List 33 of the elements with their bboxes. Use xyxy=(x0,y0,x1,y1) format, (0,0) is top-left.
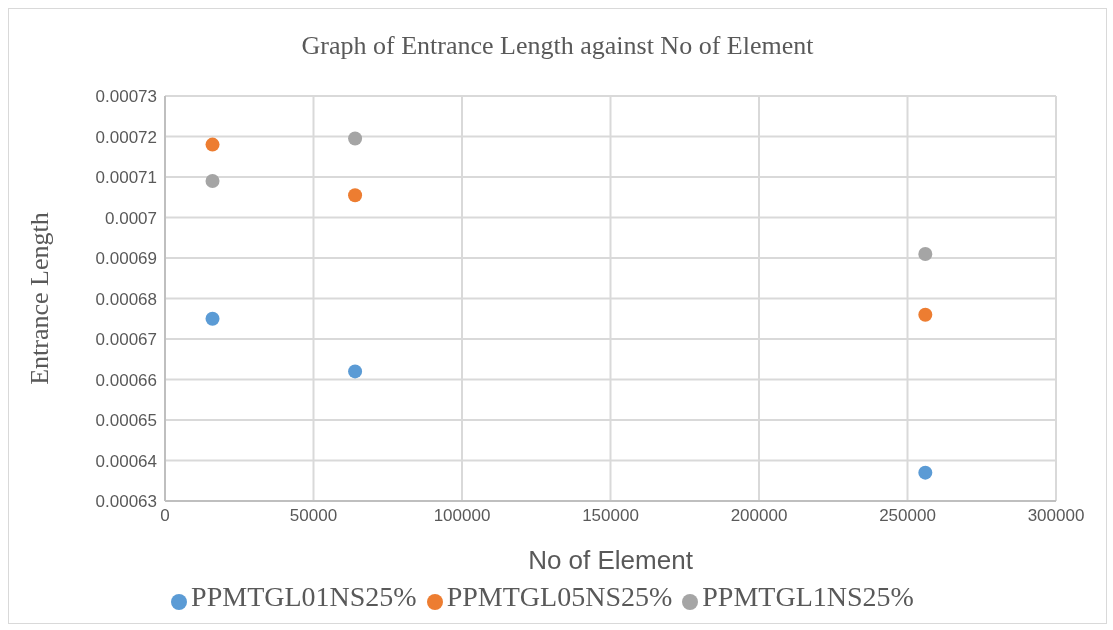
y-tick-label: 0.00068 xyxy=(95,289,157,309)
point xyxy=(918,246,933,261)
y-tick-label: 0.00069 xyxy=(95,249,157,269)
x-axis-title: No of Element xyxy=(528,545,694,575)
y-tick-label: 0.00072 xyxy=(95,127,157,147)
x-tick-label: 100000 xyxy=(433,506,491,526)
point xyxy=(348,188,363,203)
x-tick-label: 150000 xyxy=(582,506,639,526)
x-tick-label: 0 xyxy=(160,506,170,526)
point xyxy=(348,364,363,379)
point xyxy=(918,307,933,322)
y-tick-label: 0.0007 xyxy=(105,208,157,228)
chart-title: Graph of Entrance Length against No of Element xyxy=(300,31,815,61)
y-tick-label: 0.00063 xyxy=(95,492,157,512)
y-tick-label: 0.00064 xyxy=(95,451,157,471)
point xyxy=(205,137,220,152)
x-tick-label: 200000 xyxy=(730,506,788,526)
x-tick-label: 250000 xyxy=(879,506,936,526)
y-tick-label: 0.00066 xyxy=(95,370,157,390)
y-axis-title: Entrance Length xyxy=(25,212,55,385)
point xyxy=(205,311,220,326)
x-tick-label: 300000 xyxy=(1027,506,1085,526)
x-tick-label: 50000 xyxy=(289,506,338,526)
legend-label: PPMTGL1NS25% xyxy=(702,581,914,612)
point xyxy=(348,131,363,146)
point xyxy=(205,174,220,189)
legend-label: PPMTGL05NS25% xyxy=(446,581,673,612)
y-tick-label: 0.00065 xyxy=(95,411,157,431)
y-tick-label: 0.00067 xyxy=(95,330,157,350)
legend-label: PPMTGL01NS25% xyxy=(191,581,417,612)
point xyxy=(918,465,933,480)
y-tick-label: 0.00071 xyxy=(95,168,157,188)
y-tick-label: 0.00073 xyxy=(95,87,157,107)
